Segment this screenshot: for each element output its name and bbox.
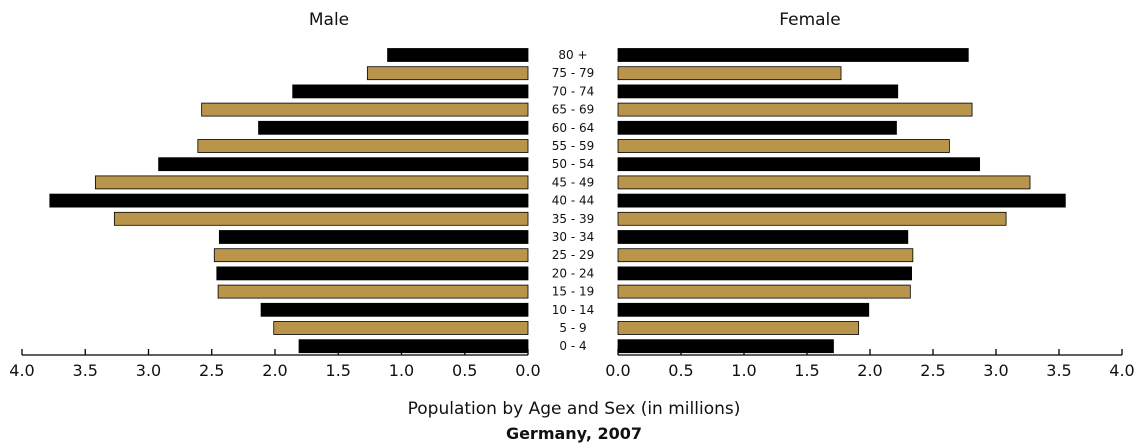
female-tick-label: 2.5 xyxy=(920,361,945,380)
age-group-label-45-49: 45 - 49 xyxy=(552,175,595,189)
male-bar-75-79 xyxy=(366,66,529,81)
female-bar-45-49 xyxy=(617,175,1031,190)
male-bar-35-39 xyxy=(113,211,529,226)
male-tick-label: 0.0 xyxy=(515,361,540,380)
female-axis-ticks: 0.0 0.5 1.0 1.5 2.0 2.5 3.0 3.5 4.0 xyxy=(605,349,1135,380)
female-tick-label: 0.0 xyxy=(605,361,630,380)
age-labels-group: 0 - 4 5 - 9 10 - 14 15 - 19 20 - 24 25 - 29 30… xyxy=(552,48,595,353)
age-group-label-50-54: 50 - 54 xyxy=(552,157,595,171)
female-bar-75-79 xyxy=(617,66,842,81)
chart-subtitle: Germany, 2007 xyxy=(506,424,642,443)
age-group-label-0-4: 0 - 4 xyxy=(559,339,586,353)
male-tick-label: 0.5 xyxy=(452,361,477,380)
female-bar-25-29 xyxy=(617,248,914,263)
age-group-label-35-39: 35 - 39 xyxy=(552,212,595,226)
age-group-label-75-79: 75 - 79 xyxy=(552,66,595,80)
age-group-label-5-9: 5 - 9 xyxy=(559,321,586,335)
female-bar-55-59 xyxy=(617,139,950,153)
male-bar-70-74 xyxy=(292,84,529,99)
male-bar-20-24 xyxy=(216,266,529,281)
female-bar-30-34 xyxy=(617,230,909,244)
male-tick-label: 3.5 xyxy=(73,361,98,380)
female-bars-group xyxy=(617,48,1066,354)
female-tick-label: 1.5 xyxy=(794,361,819,380)
male-panel-title: Male xyxy=(309,10,349,30)
female-bar-70-74 xyxy=(617,84,899,99)
age-group-label-25-29: 25 - 29 xyxy=(552,248,595,262)
male-bar-25-29 xyxy=(213,248,529,263)
female-tick-label: 3.5 xyxy=(1046,361,1071,380)
male-bar-10-14 xyxy=(260,302,529,317)
male-tick-label: 1.5 xyxy=(326,361,351,380)
female-bar-40-44 xyxy=(617,193,1066,208)
male-bar-5-9 xyxy=(273,321,529,335)
age-group-label-20-24: 20 - 24 xyxy=(552,266,595,280)
age-group-label-55-59: 55 - 59 xyxy=(552,139,595,153)
female-bar-65-69 xyxy=(617,102,973,117)
male-bar-15-19 xyxy=(217,284,529,299)
male-bar-50-54 xyxy=(158,157,529,172)
age-group-label-30-34: 30 - 34 xyxy=(552,230,595,244)
female-bar-5-9 xyxy=(617,321,860,335)
female-bar-10-14 xyxy=(617,302,870,317)
male-bars-group xyxy=(49,48,529,354)
male-bar-30-34 xyxy=(218,230,529,244)
female-tick-label: 0.5 xyxy=(668,361,693,380)
female-bar-20-24 xyxy=(617,266,912,281)
male-bar-0-4 xyxy=(298,339,529,354)
female-tick-label: 3.0 xyxy=(983,361,1008,380)
female-bar-80 xyxy=(617,48,969,62)
male-tick-label: 2.0 xyxy=(262,361,287,380)
age-group-label-60-64: 60 - 64 xyxy=(552,121,595,135)
male-bar-60-64 xyxy=(258,120,529,135)
age-group-label-70-74: 70 - 74 xyxy=(552,84,595,98)
female-tick-label: 1.0 xyxy=(731,361,756,380)
male-bar-80 xyxy=(387,48,529,62)
x-axis-label: Population by Age and Sex (in millions) xyxy=(408,399,741,419)
male-tick-label: 1.0 xyxy=(389,361,414,380)
age-group-label-80: 80 + xyxy=(558,48,587,62)
male-bar-45-49 xyxy=(94,175,529,190)
male-bar-55-59 xyxy=(197,139,529,153)
age-group-label-10-14: 10 - 14 xyxy=(552,303,595,317)
female-panel-title: Female xyxy=(779,10,840,30)
male-tick-label: 3.0 xyxy=(136,361,161,380)
female-bar-15-19 xyxy=(617,284,911,299)
female-tick-label: 2.0 xyxy=(857,361,882,380)
female-bar-35-39 xyxy=(617,211,1007,226)
male-tick-label: 2.5 xyxy=(199,361,224,380)
female-bar-0-4 xyxy=(617,339,834,354)
female-tick-label: 4.0 xyxy=(1109,361,1134,380)
age-group-label-40-44: 40 - 44 xyxy=(552,194,595,208)
age-group-label-65-69: 65 - 69 xyxy=(552,103,595,117)
female-bar-60-64 xyxy=(617,120,897,135)
male-bar-65-69 xyxy=(201,102,529,117)
female-bar-50-54 xyxy=(617,157,981,172)
male-axis-ticks: 4.0 3.5 3.0 2.5 2.0 1.5 1.0 0.5 0.0 xyxy=(9,349,541,380)
age-group-label-15-19: 15 - 19 xyxy=(552,285,595,299)
male-tick-label: 4.0 xyxy=(9,361,34,380)
male-bar-40-44 xyxy=(49,193,529,208)
